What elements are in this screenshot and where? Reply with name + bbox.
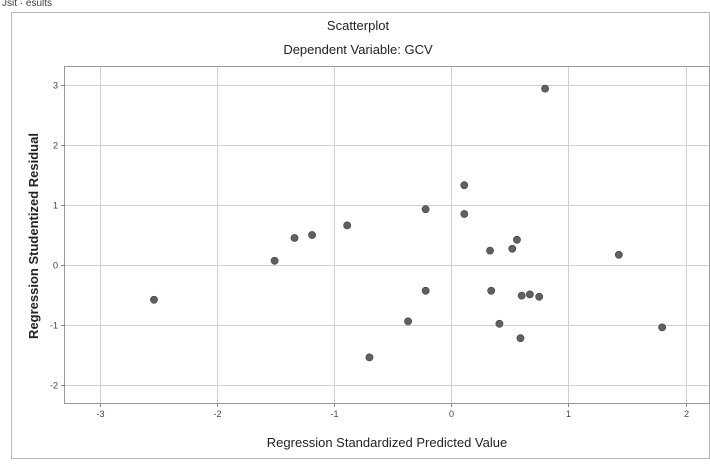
data-point bbox=[517, 291, 526, 300]
x-tick-label: -2 bbox=[213, 409, 221, 419]
data-point bbox=[290, 234, 299, 242]
y-tick-label: -1 bbox=[50, 321, 58, 331]
data-point bbox=[495, 319, 504, 328]
y-tick-label: 2 bbox=[53, 141, 58, 151]
data-points bbox=[150, 84, 667, 362]
grid-lines bbox=[65, 67, 709, 403]
y-tick-label: -2 bbox=[50, 381, 58, 391]
y-axis-ticks: -2 -1 0 1 2 3 bbox=[50, 81, 65, 391]
data-point bbox=[365, 353, 374, 362]
data-point bbox=[486, 246, 494, 255]
data-point bbox=[421, 286, 430, 295]
data-point bbox=[308, 231, 316, 239]
data-point bbox=[513, 235, 521, 244]
plot-area bbox=[64, 66, 710, 404]
data-point bbox=[508, 244, 517, 253]
x-tick-label: 1 bbox=[566, 409, 571, 419]
data-point bbox=[541, 84, 549, 93]
data-point bbox=[460, 210, 469, 218]
data-point bbox=[460, 181, 469, 190]
y-axis-label: Regression Studentized Residual bbox=[26, 133, 41, 339]
data-point bbox=[421, 205, 430, 214]
x-tick-label: -3 bbox=[96, 409, 104, 419]
top-fragment-text: Jsit · esults bbox=[2, 0, 52, 9]
data-point bbox=[343, 221, 352, 230]
data-point bbox=[516, 334, 525, 343]
chart-title: Scatterplot bbox=[327, 18, 390, 33]
data-point bbox=[404, 317, 412, 326]
data-point bbox=[535, 292, 544, 301]
x-tick-label: 2 bbox=[684, 409, 689, 419]
y-tick-label: 0 bbox=[53, 261, 58, 271]
data-point bbox=[525, 290, 534, 299]
data-point bbox=[658, 323, 667, 332]
y-tick-label: 1 bbox=[53, 201, 58, 211]
data-point bbox=[150, 295, 158, 304]
x-axis-ticks: -3 -2 -1 0 1 2 bbox=[96, 403, 689, 419]
data-point bbox=[614, 250, 623, 259]
data-point bbox=[270, 256, 279, 265]
x-tick-label: 0 bbox=[449, 409, 454, 419]
data-point bbox=[487, 286, 496, 295]
y-tick-label: 3 bbox=[53, 81, 58, 91]
x-axis-label: Regression Standardized Predicted Value bbox=[267, 435, 507, 450]
chart-subtitle: Dependent Variable: GCV bbox=[283, 42, 433, 57]
x-tick-label: -1 bbox=[330, 409, 338, 419]
